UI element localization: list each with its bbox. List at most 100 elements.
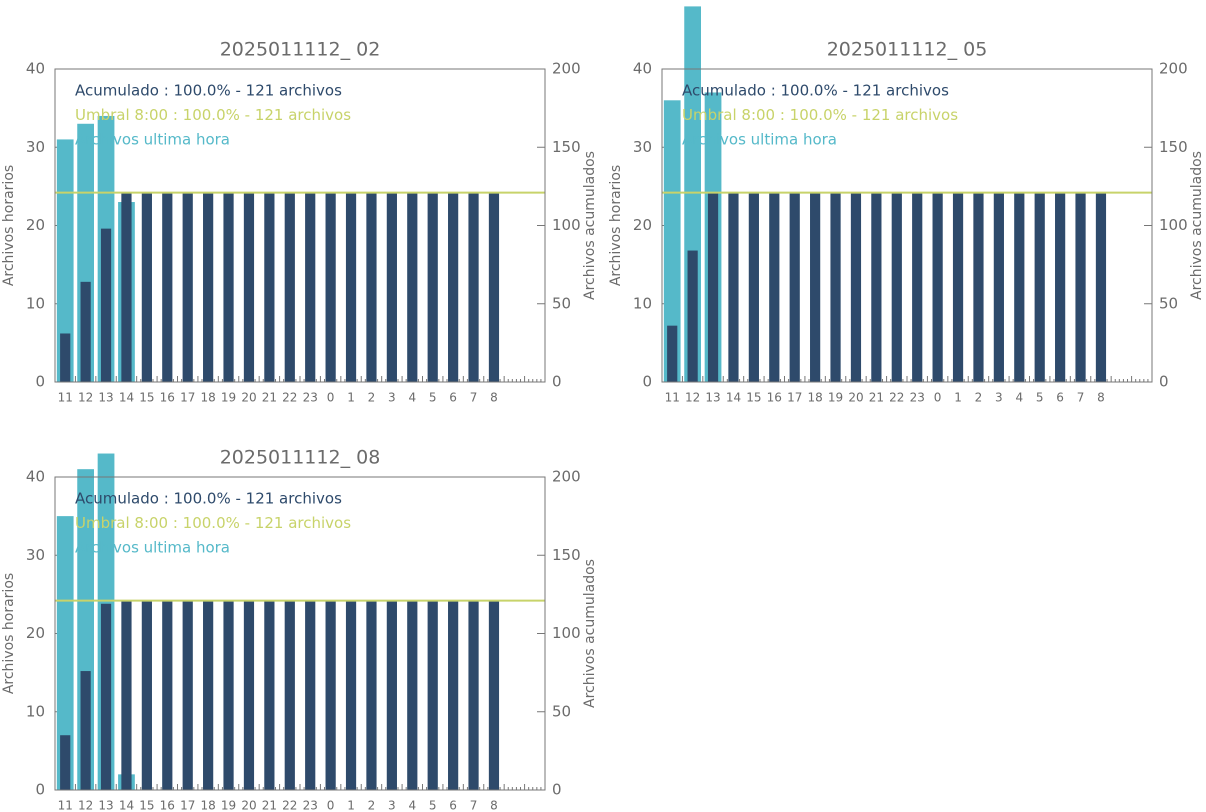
bar bbox=[1075, 192, 1086, 382]
y-tick-label: 30 bbox=[633, 138, 652, 156]
bar bbox=[345, 192, 357, 382]
y2-tick-label: 100 bbox=[552, 216, 581, 234]
chart: 2025011112_ 05 Archivos horarios Archivos … bbox=[608, 6, 1205, 405]
x-tick-label: 7 bbox=[470, 391, 478, 405]
y-tick-label: 0 bbox=[35, 373, 45, 391]
legend-entry: Archivos ultima hora bbox=[682, 131, 837, 149]
x-tick-label: 17 bbox=[180, 799, 195, 812]
bar bbox=[912, 192, 923, 382]
y-tick-label: 30 bbox=[26, 546, 45, 564]
bar bbox=[687, 250, 698, 382]
bar bbox=[386, 192, 397, 382]
bar bbox=[993, 192, 1004, 382]
bar bbox=[973, 192, 984, 382]
bar bbox=[830, 192, 841, 382]
bar bbox=[56, 139, 74, 382]
y2-tick-label: 0 bbox=[1159, 373, 1169, 391]
bar bbox=[468, 192, 479, 382]
x-tick-label: 11 bbox=[665, 391, 680, 405]
y-tick-label: 0 bbox=[35, 781, 45, 799]
y2-tick-label: 150 bbox=[552, 138, 581, 156]
x-tick-label: 21 bbox=[262, 799, 277, 812]
x-tick-label: 5 bbox=[1036, 391, 1044, 405]
bar bbox=[488, 192, 500, 382]
y2-tick-label: 0 bbox=[552, 781, 562, 799]
bar bbox=[305, 600, 316, 790]
y-tick-label: 20 bbox=[26, 216, 45, 234]
bar bbox=[769, 192, 780, 382]
bar bbox=[203, 192, 214, 382]
bar bbox=[80, 281, 91, 382]
x-tick-label: 16 bbox=[160, 799, 175, 812]
bar bbox=[468, 600, 479, 790]
x-tick-label: 13 bbox=[98, 799, 113, 812]
x-tick-label: 13 bbox=[98, 391, 113, 405]
y2-tick-label: 200 bbox=[552, 468, 581, 486]
x-tick-label: 4 bbox=[1015, 391, 1023, 405]
x-tick-label: 15 bbox=[139, 391, 154, 405]
bar bbox=[407, 192, 418, 382]
bar bbox=[182, 600, 193, 790]
bar bbox=[1095, 192, 1107, 382]
bar bbox=[264, 600, 275, 790]
chart-title: 2025011112_ 05 bbox=[827, 39, 988, 61]
bar bbox=[162, 192, 173, 382]
x-tick-label: 2 bbox=[368, 391, 376, 405]
x-tick-label: 5 bbox=[429, 391, 437, 405]
bar bbox=[1014, 192, 1025, 382]
bar bbox=[448, 600, 459, 790]
x-tick-label: 18 bbox=[200, 391, 215, 405]
x-tick-label: 2 bbox=[368, 799, 376, 812]
bar bbox=[325, 600, 336, 790]
x-tick-label: 11 bbox=[58, 391, 73, 405]
x-tick-label: 0 bbox=[934, 391, 942, 405]
bar bbox=[448, 192, 459, 382]
y-tick-label: 20 bbox=[26, 624, 45, 642]
x-tick-label: 23 bbox=[910, 391, 925, 405]
x-tick-label: 4 bbox=[408, 391, 416, 405]
y2-tick-label: 0 bbox=[552, 373, 562, 391]
y-tick-label: 10 bbox=[26, 294, 45, 312]
bar bbox=[182, 192, 193, 382]
bar bbox=[1034, 192, 1045, 382]
chart: 2025011112_ 08 Archivos horarios Archivos … bbox=[1, 447, 598, 812]
bar bbox=[141, 600, 152, 790]
legend-entry: Umbral 8:00 : 100.0% - 121 archivos bbox=[682, 106, 958, 124]
x-tick-label: 15 bbox=[139, 799, 154, 812]
x-tick-label: 22 bbox=[889, 391, 904, 405]
bar bbox=[707, 192, 719, 382]
x-tick-label: 6 bbox=[1056, 391, 1064, 405]
y-tick-label: 30 bbox=[26, 138, 45, 156]
x-tick-label: 3 bbox=[995, 391, 1003, 405]
bar bbox=[162, 600, 173, 790]
legend-entry: Acumulado : 100.0% - 121 archivos bbox=[75, 490, 342, 508]
x-tick-label: 19 bbox=[828, 391, 843, 405]
plot-frame bbox=[661, 68, 1153, 383]
bar bbox=[663, 100, 681, 383]
x-tick-label: 6 bbox=[449, 391, 457, 405]
legend-entry: Acumulado : 100.0% - 121 archivos bbox=[682, 82, 949, 100]
chart-title: 2025011112_ 08 bbox=[220, 447, 381, 469]
bar bbox=[60, 735, 71, 790]
bar bbox=[488, 600, 500, 790]
y2-tick-label: 50 bbox=[552, 702, 571, 720]
bar bbox=[366, 600, 377, 790]
legend-entry: Acumulado : 100.0% - 121 archivos bbox=[75, 82, 342, 100]
bar bbox=[407, 600, 418, 790]
x-tick-label: 22 bbox=[282, 391, 297, 405]
x-tick-label: 1 bbox=[347, 799, 355, 812]
legend-entry: Umbral 8:00 : 100.0% - 121 archivos bbox=[75, 514, 351, 532]
bar bbox=[667, 325, 678, 382]
bar bbox=[1055, 192, 1066, 382]
x-tick-label: 21 bbox=[869, 391, 884, 405]
bar bbox=[932, 192, 943, 382]
bar bbox=[284, 600, 295, 790]
bar bbox=[325, 192, 336, 382]
bar bbox=[427, 600, 438, 790]
y-axis-label: Archivos horarios bbox=[1, 573, 17, 694]
y2-tick-label: 100 bbox=[1159, 216, 1188, 234]
y2-axis-label: Archivos acumulados bbox=[582, 559, 598, 708]
bar bbox=[952, 192, 964, 382]
x-tick-label: 20 bbox=[241, 391, 256, 405]
